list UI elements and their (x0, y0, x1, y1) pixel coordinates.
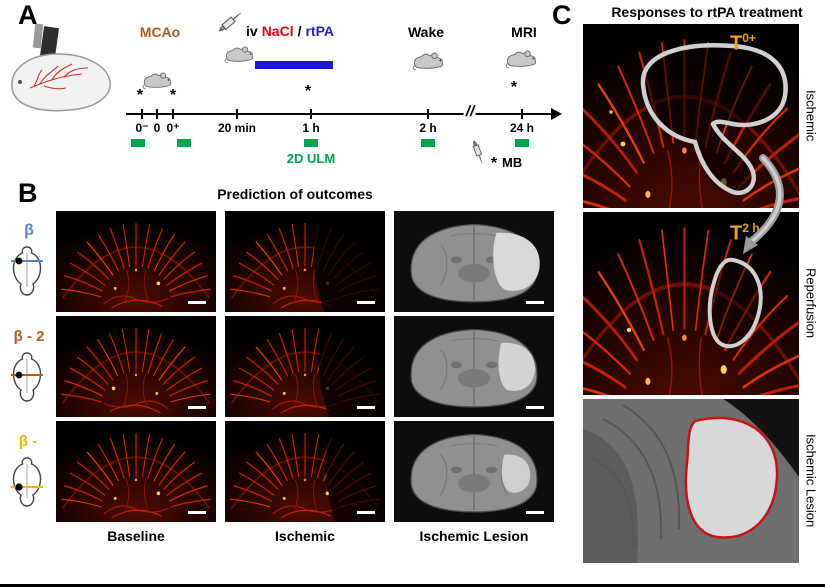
tick-2h (427, 109, 429, 119)
panel-a-label: A (18, 0, 38, 30)
tick-label-1h: 1 h (302, 121, 320, 135)
column-label-baseline: Baseline (107, 528, 165, 544)
tick-0minus (141, 109, 143, 119)
reperfusion-region-outline (707, 257, 763, 349)
scale-bar (188, 511, 206, 514)
mb-asterisk-24h: * (510, 79, 518, 96)
panel-c-label: C (552, 0, 572, 30)
timeline-arrowhead-icon (551, 108, 562, 120)
column-label-ischemic-lesion: Ischemic Lesion (419, 528, 529, 544)
brain-plane-icon-b2 (11, 350, 43, 404)
tick-0plus (172, 109, 174, 119)
nacl-label: NaCl (261, 23, 294, 39)
event-injection-label: iv NaCl / rtPA (246, 23, 334, 39)
mb-legend-asterisk: * (490, 155, 498, 172)
rtpa-infusion-bar (255, 61, 333, 69)
mb-legend-label: MB (502, 155, 523, 170)
event-wake-label: Wake (407, 24, 445, 40)
plane-label-b4: β - (18, 433, 38, 450)
ulm-marker-2h (421, 139, 435, 147)
side-label-ischemic: Ischemic (803, 90, 819, 142)
scale-bar (357, 511, 375, 514)
mri-image-lesion-row2 (394, 316, 554, 417)
ulm-image-baseline-row3 (56, 421, 216, 522)
side-label-reperfusion: Reperfusion (803, 268, 819, 339)
tick-1h (310, 109, 312, 119)
tick-label-0plus: 0⁺ (166, 121, 180, 135)
tick-label-24h: 24 h (509, 121, 534, 135)
scale-bar (526, 406, 544, 409)
panel-c-title: Responses to rtPA treatment (611, 4, 803, 20)
rtpa-label: rtPA (305, 23, 335, 39)
mouse-icon-mri (505, 48, 537, 69)
scale-bar (188, 406, 206, 409)
injection-separator: / (297, 23, 302, 39)
transition-arrow-icon (743, 154, 784, 254)
tick-20min (236, 109, 238, 119)
mouse-icon-20min (224, 44, 254, 64)
timeline-break: // (462, 103, 479, 121)
plane-label-b0: β (24, 222, 34, 239)
timepoint-t2h-sup: 2 h (742, 221, 760, 235)
plane-label-b2: β - 2 (13, 328, 45, 345)
mouse-icon-wake (412, 50, 444, 71)
ulm-label: 2D ULM (286, 151, 336, 166)
scale-bar (357, 301, 375, 304)
lesion-region-outline (684, 416, 779, 539)
tick-label-20min: 20 min (217, 121, 256, 135)
column-label-ischemic: Ischemic (275, 528, 335, 544)
ulm-image-rtpa-t2h (583, 212, 799, 395)
scale-bar (357, 406, 375, 409)
tick-label-0minus: 0⁻ (135, 121, 149, 135)
ulm-marker-24h (515, 139, 529, 147)
timepoint-t0-sup: 0+ (742, 31, 756, 45)
mouse-icon-t0 (142, 70, 172, 90)
side-label-ischemic-lesion: Ischemic Lesion (803, 434, 819, 528)
ulm-image-rtpa-t0 (583, 24, 799, 208)
mb-asterisk-0minus: * (136, 87, 144, 104)
timepoint-t0-label: T0+ (730, 32, 756, 54)
tick-0 (156, 109, 158, 119)
event-mcao-label: MCAo (139, 24, 181, 40)
ulm-image-ischemic-row3 (225, 421, 385, 522)
brain-plane-icon-b4 (11, 455, 43, 509)
tick-24h (521, 109, 523, 119)
timeline-axis (126, 113, 552, 115)
syringe-icon (216, 8, 244, 36)
ulm-marker-0plus (177, 139, 191, 147)
mb-asterisk-0plus: * (169, 87, 177, 104)
panel-b-title: Prediction of outcomes (217, 186, 373, 202)
tick-label-2h: 2 h (419, 121, 437, 135)
timepoint-t2h-base: T (730, 222, 743, 245)
ulm-image-ischemic-row2 (225, 316, 385, 417)
tick-label-0: 0 (153, 121, 161, 135)
event-mri-label: MRI (511, 24, 537, 40)
panel-b-label: B (18, 178, 38, 208)
ulm-marker-0minus (131, 139, 145, 147)
mri-image-lesion-row1 (394, 211, 554, 312)
mri-image-lesion-row3 (394, 421, 554, 522)
scale-bar (188, 301, 206, 304)
brain-plane-icon-b0 (11, 244, 43, 298)
scale-bar (526, 511, 544, 514)
rat-head-probe-illustration (11, 24, 111, 112)
ulm-image-baseline-row2 (56, 316, 216, 417)
iv-label: iv (246, 23, 258, 39)
ulm-image-baseline-row1 (56, 211, 216, 312)
ulm-image-ischemic-row1 (225, 211, 385, 312)
mri-image-rtpa-lesion (583, 399, 799, 563)
mb-asterisk-1h: * (304, 83, 312, 100)
ischemic-region-outline (640, 43, 788, 196)
scale-bar (526, 301, 544, 304)
timepoint-t2h-label: T2 h (730, 222, 760, 244)
ulm-marker-1h (304, 139, 318, 147)
timepoint-t0-base: T (730, 32, 743, 55)
